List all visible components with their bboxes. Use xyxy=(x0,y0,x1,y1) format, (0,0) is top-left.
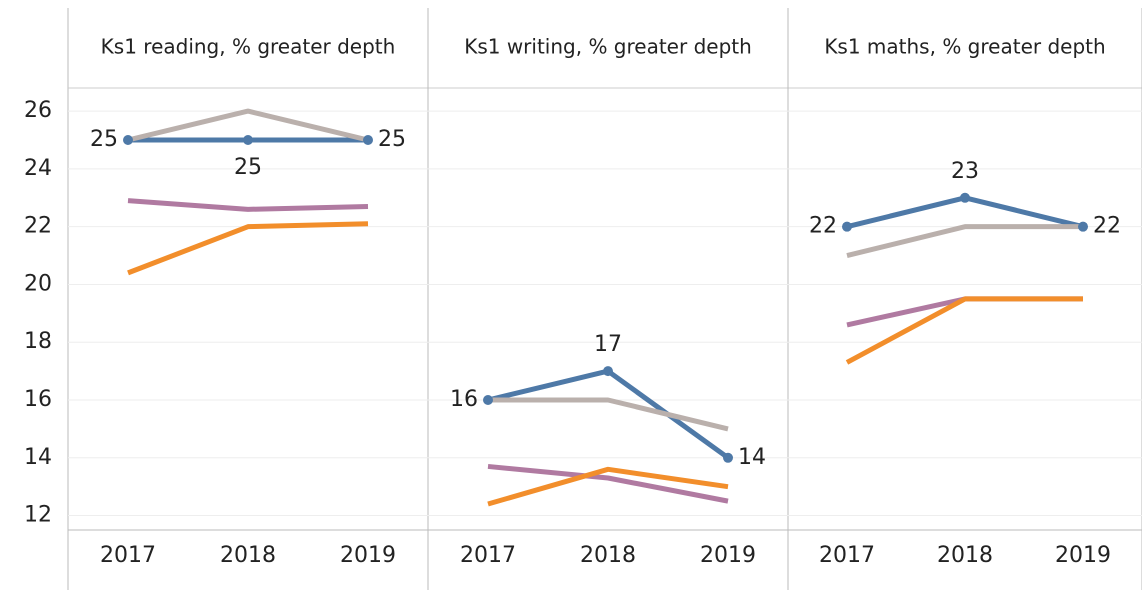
data-point xyxy=(842,221,852,232)
series-line xyxy=(846,224,1083,258)
series-line xyxy=(487,463,729,504)
series-line xyxy=(127,221,369,276)
data-label: 17 xyxy=(594,332,622,357)
series-line xyxy=(487,368,730,460)
series-line xyxy=(127,198,369,212)
data-label: 14 xyxy=(738,445,766,470)
data-label: 25 xyxy=(90,127,118,152)
x-tick-label: 2018 xyxy=(220,543,276,568)
panel-title: Ks1 writing, % greater depth xyxy=(464,35,752,59)
data-point xyxy=(960,192,970,203)
data-label: 25 xyxy=(378,127,406,152)
data-label: 25 xyxy=(234,155,262,180)
panel-title: Ks1 maths, % greater depth xyxy=(824,35,1105,59)
x-tick-label: 2017 xyxy=(100,543,156,568)
data-point xyxy=(1078,221,1088,232)
data-point xyxy=(483,395,493,405)
x-tick-label: 2018 xyxy=(937,543,993,568)
series-line xyxy=(488,397,729,432)
x-tick-label: 2018 xyxy=(580,543,636,568)
panel-title: Ks1 reading, % greater depth xyxy=(101,35,396,59)
data-label: 22 xyxy=(1093,214,1121,239)
data-point xyxy=(723,452,733,463)
data-label: 22 xyxy=(809,214,837,239)
data-point xyxy=(363,135,373,145)
y-tick-label: 20 xyxy=(24,271,52,296)
series-line xyxy=(487,466,729,507)
x-tick-label: 2019 xyxy=(700,543,756,568)
y-tick-label: 12 xyxy=(24,503,52,528)
y-tick-label: 16 xyxy=(24,387,52,412)
data-point xyxy=(243,135,253,145)
data-label: 16 xyxy=(450,387,478,412)
y-tick-label: 18 xyxy=(24,329,52,354)
x-tick-label: 2017 xyxy=(460,543,516,568)
data-label: 23 xyxy=(951,159,979,184)
y-tick-label: 26 xyxy=(24,98,52,123)
y-tick-label: 24 xyxy=(24,156,52,181)
series-line xyxy=(845,296,1083,365)
x-tick-label: 2017 xyxy=(819,543,875,568)
data-point xyxy=(123,135,133,145)
series-line xyxy=(127,108,369,143)
data-point xyxy=(603,366,613,377)
x-tick-label: 2019 xyxy=(1055,543,1111,568)
x-tick-label: 2019 xyxy=(340,543,396,568)
y-tick-label: 22 xyxy=(24,214,52,239)
series-line xyxy=(846,296,1083,328)
y-tick-label: 14 xyxy=(24,445,52,470)
